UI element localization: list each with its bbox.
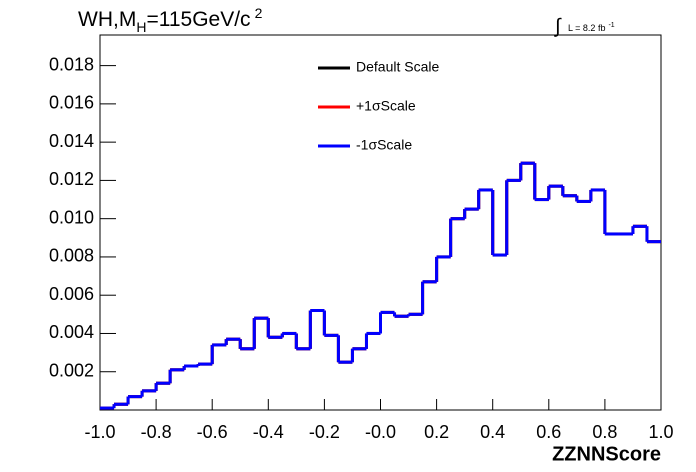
x-tick-label: 0.4 — [480, 422, 505, 442]
title-superscript: 2 — [255, 5, 263, 21]
x-tick-label: -0.6 — [197, 422, 228, 442]
x-tick-label: 0.6 — [536, 422, 561, 442]
y-tick-label: 0.012 — [49, 169, 94, 189]
title-subscript: H — [136, 19, 146, 35]
frame — [99, 34, 662, 411]
y-tick-label: 0.002 — [49, 360, 94, 380]
x-tick-label: -0.8 — [141, 422, 172, 442]
x-tick-label: 0.8 — [592, 422, 617, 442]
title-part: =115GeV/c — [146, 8, 250, 31]
x-tick-label: 0.2 — [424, 422, 449, 442]
legend-label: -1σScale — [356, 137, 412, 153]
y-tick-label: 0.014 — [49, 131, 94, 151]
x-tick-label: -0.2 — [309, 422, 340, 442]
x-tick-label: -0.0 — [365, 422, 396, 442]
x-axis-label: ZZNNScore — [552, 443, 661, 465]
y-tick-label: 0.006 — [49, 284, 94, 304]
lumi-label: L = 8.2 fb — [568, 23, 605, 33]
y-tick-label: 0.004 — [49, 322, 94, 342]
legend-label: Default Scale — [356, 59, 439, 75]
chart-title: WH,MH=115GeV/c 2 — [78, 5, 263, 35]
lumi-text: L = 8.2 fb -1 — [568, 22, 615, 34]
y-tick-label: 0.016 — [49, 93, 94, 113]
y-tick-label: 0.008 — [49, 246, 94, 266]
legend-label: +1σScale — [356, 98, 416, 114]
title-part: WH,M — [78, 8, 136, 31]
y-tick-label: 0.010 — [49, 207, 94, 227]
lumi-exponent: -1 — [608, 22, 614, 29]
lumi-integral: ∫ — [554, 15, 562, 37]
x-tick-label: 1.0 — [648, 422, 673, 442]
x-tick-label: -1.0 — [84, 422, 115, 442]
y-tick-label: 0.018 — [49, 54, 94, 74]
x-tick-label: -0.4 — [253, 422, 284, 442]
